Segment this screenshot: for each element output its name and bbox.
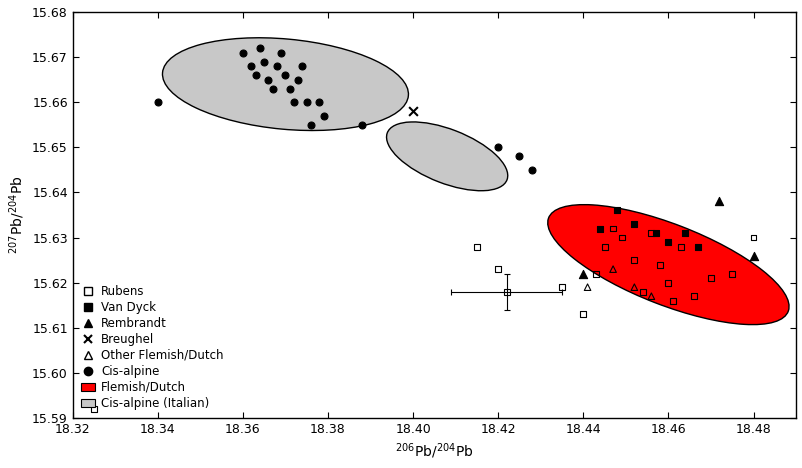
Point xyxy=(304,121,317,129)
Point xyxy=(355,121,368,129)
Point xyxy=(674,243,687,250)
Point xyxy=(666,297,678,305)
Point xyxy=(491,144,504,151)
Point xyxy=(597,243,610,250)
Point xyxy=(610,207,623,214)
Point xyxy=(491,265,504,273)
Point xyxy=(270,62,283,70)
Point xyxy=(257,58,270,66)
Point xyxy=(627,256,640,264)
Point xyxy=(152,98,164,106)
Point xyxy=(653,261,666,268)
Ellipse shape xyxy=(547,205,788,325)
Point xyxy=(576,270,589,278)
Point xyxy=(525,166,538,174)
Point xyxy=(661,238,674,246)
Legend: Rubens, Van Dyck, Rembrandt, Breughel, Other Flemish/Dutch, Cis-alpine, Flemish/: Rubens, Van Dyck, Rembrandt, Breughel, O… xyxy=(79,283,225,412)
Point xyxy=(661,279,674,286)
Point xyxy=(593,225,606,232)
Point xyxy=(712,197,725,205)
Point xyxy=(300,98,313,106)
Point xyxy=(237,49,249,56)
Point xyxy=(555,284,568,291)
Point xyxy=(317,112,330,119)
Point xyxy=(291,76,304,83)
Point xyxy=(296,62,309,70)
Point xyxy=(606,265,619,273)
Point xyxy=(644,292,657,300)
Y-axis label: $^{207}$Pb/$^{204}$Pb: $^{207}$Pb/$^{204}$Pb xyxy=(7,176,26,254)
Point xyxy=(287,98,300,106)
Point xyxy=(678,229,691,237)
Point xyxy=(725,270,738,278)
Point xyxy=(87,405,100,413)
Point xyxy=(470,243,483,250)
Point xyxy=(266,85,279,92)
Point xyxy=(253,44,266,52)
Point xyxy=(278,72,291,79)
Ellipse shape xyxy=(386,122,507,191)
Point xyxy=(703,274,716,282)
Point xyxy=(589,270,602,278)
Point xyxy=(746,252,759,259)
Point xyxy=(648,229,661,237)
Point xyxy=(691,243,703,250)
Point xyxy=(614,234,627,241)
Point xyxy=(627,284,640,291)
Point xyxy=(313,98,326,106)
Point xyxy=(606,225,619,232)
Point xyxy=(274,49,287,56)
Point xyxy=(512,153,525,160)
Point xyxy=(576,310,589,318)
Ellipse shape xyxy=(162,38,408,131)
Point xyxy=(283,85,296,92)
Point xyxy=(261,76,274,83)
Point xyxy=(581,284,593,291)
X-axis label: $^{206}$Pb/$^{204}$Pb: $^{206}$Pb/$^{204}$Pb xyxy=(395,441,473,461)
Point xyxy=(687,292,699,300)
Point xyxy=(406,108,419,115)
Point xyxy=(644,229,657,237)
Point xyxy=(636,288,649,295)
Point xyxy=(746,234,759,241)
Point xyxy=(245,62,257,70)
Point xyxy=(249,72,261,79)
Point xyxy=(627,220,640,228)
